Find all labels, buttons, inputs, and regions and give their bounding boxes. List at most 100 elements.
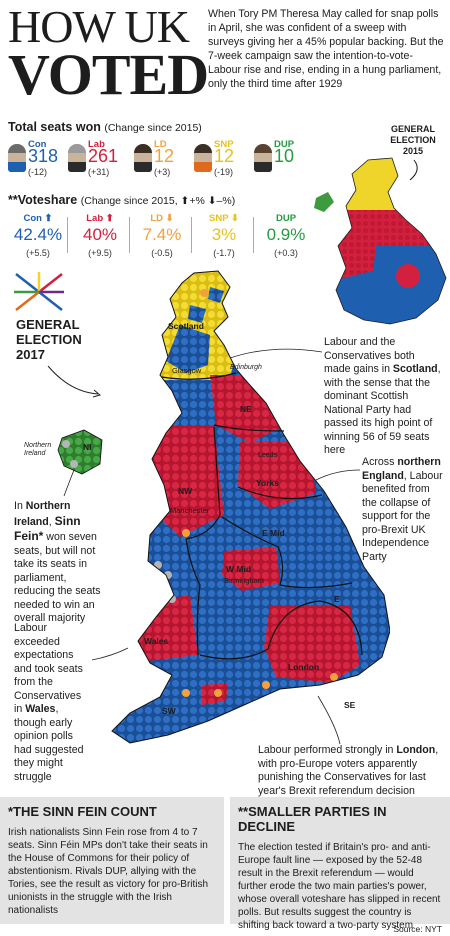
map-2015 [314,157,447,325]
main-map-label: GENERAL ELECTION 2017 [16,317,82,362]
map-label-yorks: Yorks [256,478,279,488]
map-label-ne: NE [240,404,252,414]
headline: HOW UK VOTED [8,1,209,104]
vote-party-name: SNP ⬇ [209,213,239,224]
seat-party-value: 261 [88,146,119,166]
vote-party-change: (+0.3) [274,248,298,258]
annotation-text: , though early opinion polls had suggest… [14,703,84,784]
headline-line-1: HOW UK [8,1,190,52]
voteshare-note: (Change since 2015, ⬆+% ⬇–%) [80,195,236,207]
avatar-con [8,144,26,172]
seat-party-name: LD [154,139,167,150]
vote-card-lab: Lab ⬆ 40% (+9.5) [70,213,130,263]
map-label-glasgow: Glasgow [172,366,202,375]
vote-party-value: 3% [211,225,237,244]
annotation-text: , Labour benefited from the collapse of … [362,469,443,563]
intro-text: When Tory PM Theresa May called for snap… [208,8,444,90]
seat-party-change: (+3) [154,167,171,177]
map-label-se: SE [344,700,356,710]
footer-text: Irish nationalists Sinn Fein rose from 4… [8,827,209,916]
annotation-text: Across [362,456,398,468]
seat-party-change: (-19) [214,167,234,177]
map-label-edinburgh: Edinburgh [230,364,262,371]
annotation-text: Labour exceeded expectations and took se… [14,622,83,716]
annotation-bold: London [396,744,436,756]
annotation-ni: In Northern Ireland, Sinn Fein* won seve… [14,500,108,626]
vote-party-name: Con ⬆ [23,213,53,224]
vote-card-dup: DUP 0.9% (+0.3) [256,213,316,263]
seat-party-value: 10 [274,146,295,166]
voteshare-row: Con ⬆ 42.4% (+5.5) Lab ⬆ 40% (+9.5) LD ⬇… [8,213,308,263]
seat-party-value: 318 [28,146,59,166]
vote-card-con: Con ⬆ 42.4% (+5.5) [8,213,68,263]
map-label-northern-ireland: Northern Ireland [24,442,52,457]
footer-box-smaller-parties: **SMALLER PARTIES IN DECLINE The electio… [230,797,450,931]
divider [129,217,130,253]
uk-outline [111,270,390,744]
seat-party-change: (+31) [88,167,110,177]
seat-card-snp: SNP 12 (-19) [194,138,252,178]
seat-card-dup: DUP 10 [254,138,312,178]
map-ni [57,429,103,475]
seat-party-name: DUP [274,139,295,150]
seat-party-name: SNP [214,139,234,150]
voteshare-title-text: **Voteshare [8,193,78,207]
annotation-wales: Labour exceeded expectations and took se… [14,622,92,785]
vote-party-name: DUP [275,213,297,224]
annotation-text: Labour and the Conservatives both made g… [324,336,415,376]
vote-party-change: (+5.5) [26,248,50,258]
vote-party-name: Lab ⬆ [86,213,114,224]
vote-party-change: (+9.5) [88,248,112,258]
avatar-lab [68,144,86,172]
vote-party-change: (-1.7) [213,248,235,258]
divider [253,217,254,253]
annotation-text: , with pro-Europe voters apparently puni… [258,744,439,797]
voteshare-title: **Voteshare (Change since 2015, ⬆+% ⬇–%) [8,193,235,207]
vote-party-value: 42.4% [13,225,63,244]
avatar-ld [134,144,152,172]
annotation-north: Across northern England, Labour benefite… [362,456,446,564]
footer-title: *THE SINN FEIN COUNT [8,804,157,819]
annotation-text: , with the sense that the dominant Scott… [324,363,441,457]
vote-party-value: 7.4% [142,225,182,244]
footer-text: The election tested if Britain's pro- an… [238,842,441,931]
annotation-bold: Northern Ireland [14,500,71,528]
divider [191,217,192,253]
vote-party-value: 0.9% [266,225,306,244]
vote-party-name: LD ⬇ [150,213,174,224]
vote-card-snp: SNP ⬇ 3% (-1.7) [194,213,254,263]
annotation-bold: Sinn Fein* [14,513,81,544]
seat-card-ld: LD 12 (+3) [134,138,192,178]
map-label-nw: NW [178,486,193,496]
annotation-bold: northern England [362,456,441,482]
seat-party-value: 12 [154,146,175,166]
map-label-emid: E Mid [262,528,285,538]
seat-party-value: 12 [214,146,235,166]
seats-title: Total seats won (Change since 2015) [8,120,202,134]
vote-card-ld: LD ⬇ 7.4% (-0.5) [132,213,192,263]
divider [67,217,68,253]
seats-title-text: Total seats won [8,120,101,134]
map-label-wmid: W Mid [226,564,252,574]
map-label-birmingham: Birmingham [224,576,265,585]
seat-party-change: (-12) [28,167,48,177]
seats-row: Con 318 (-12) Lab 261 (+31) LD 12 (+3) S… [8,138,308,178]
footer-box-sinn-fein: *THE SINN FEIN COUNT Irish nationalists … [0,797,224,924]
seat-party-name: Con [28,139,47,150]
seats-note: (Change since 2015) [104,122,202,134]
map-label-manchester: Manchester [170,506,210,515]
avatar-dup [254,144,272,172]
footer: *THE SINN FEIN COUNT Irish nationalists … [0,797,450,931]
annotation-bold: Wales [25,703,56,716]
seat-party-name: Lab [88,139,105,150]
source-credit: Source: NYT [393,924,442,934]
annotation-london: Labour performed strongly in London, wit… [258,744,444,798]
map-2017 [111,270,390,744]
map-label-e: E [334,594,340,604]
map-label-leeds: Leeds [258,452,278,459]
seat-card-con: Con 318 (-12) [8,138,66,178]
map-label-sw: SW [162,706,176,716]
seat-card-lab: Lab 261 (+31) [68,138,126,178]
avatar-snp [194,144,212,172]
